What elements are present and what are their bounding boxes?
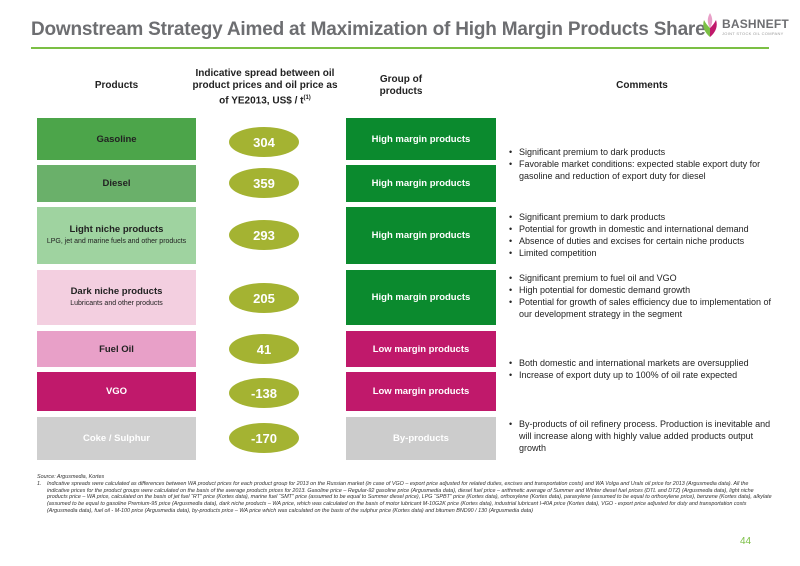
comment-item: Absence of duties and excises for certai… (507, 235, 777, 247)
column-header-spread: Indicative spread between oil product pr… (192, 68, 338, 107)
comment-item: Favorable market conditions: expected st… (507, 158, 777, 182)
footnote-number: 1. (37, 480, 42, 487)
spread-value-fuel-oil: 41 (229, 334, 299, 364)
comment-item: Significant premium to dark products (507, 211, 777, 223)
column-header-comments: Comments (616, 80, 668, 91)
comment-item: High potential for domestic demand growt… (507, 284, 777, 296)
column-header-products: Products (94, 80, 139, 91)
spread-value-dark-niche: 205 (229, 283, 299, 313)
product-cell-diesel: Diesel (37, 165, 196, 202)
company-logo: BASHNEFT JOINT STOCK OIL COMPANY (700, 12, 795, 42)
comment-item: Increase of export duty up to 100% of oi… (507, 369, 777, 381)
comment-block-dark-niche: Significant premium to fuel oil and VGO … (507, 272, 777, 320)
comment-item: By-products of oil refinery process. Pro… (507, 418, 777, 454)
group-cell-dark-niche: High margin products (346, 270, 496, 325)
page-number: 44 (740, 536, 752, 547)
group-cell-coke-sulphur: By-products (346, 417, 496, 460)
spread-value-coke-sulphur: -170 (229, 423, 299, 453)
comment-item: Potential for growth of sales efficiency… (507, 296, 777, 320)
comment-block-gasoline-diesel: Significant premium to dark products Fav… (507, 146, 777, 182)
comment-item: Significant premium to dark products (507, 146, 777, 158)
footnote-text: Indicative spreads were calculated as di… (47, 480, 772, 514)
group-cell-vgo: Low margin products (346, 372, 496, 411)
product-cell-light-niche: Light niche products LPG, jet and marine… (37, 207, 196, 264)
comment-item: Limited competition (507, 247, 777, 259)
product-cell-gasoline: Gasoline (37, 118, 196, 160)
page-title: Downstream Strategy Aimed at Maximizatio… (31, 19, 706, 40)
spread-value-vgo: -138 (229, 378, 299, 408)
group-cell-light-niche: High margin products (346, 207, 496, 264)
footnote-source: Source: Argusmedia, Kortes (37, 474, 105, 480)
comment-block-fuel-oil-vgo: Both domestic and international markets … (507, 357, 777, 381)
bashneft-logo-icon (703, 13, 717, 37)
comment-block-by-products: By-products of oil refinery process. Pro… (507, 418, 777, 454)
product-cell-fuel-oil: Fuel Oil (37, 331, 196, 367)
logo-subtitle: JOINT STOCK OIL COMPANY (722, 31, 784, 36)
column-header-group: Group of products (379, 74, 423, 97)
comment-item: Both domestic and international markets … (507, 357, 777, 369)
product-cell-vgo: VGO (37, 372, 196, 411)
spread-value-diesel: 359 (229, 168, 299, 198)
product-cell-coke-sulphur: Coke / Sulphur (37, 417, 196, 460)
group-cell-diesel: High margin products (346, 165, 496, 202)
comment-item: Significant premium to fuel oil and VGO (507, 272, 777, 284)
title-divider (31, 47, 769, 49)
group-cell-fuel-oil: Low margin products (346, 331, 496, 367)
product-cell-dark-niche: Dark niche products Lubricants and other… (37, 270, 196, 325)
spread-value-gasoline: 304 (229, 127, 299, 157)
footnote: Source: Argusmedia, Kortes 1. Indicative… (37, 474, 772, 515)
group-cell-gasoline: High margin products (346, 118, 496, 160)
spread-value-light-niche: 293 (229, 220, 299, 250)
comment-block-light-niche: Significant premium to dark products Pot… (507, 211, 777, 259)
comment-item: Potential for growth in domestic and int… (507, 223, 777, 235)
logo-name: BASHNEFT (722, 17, 789, 31)
